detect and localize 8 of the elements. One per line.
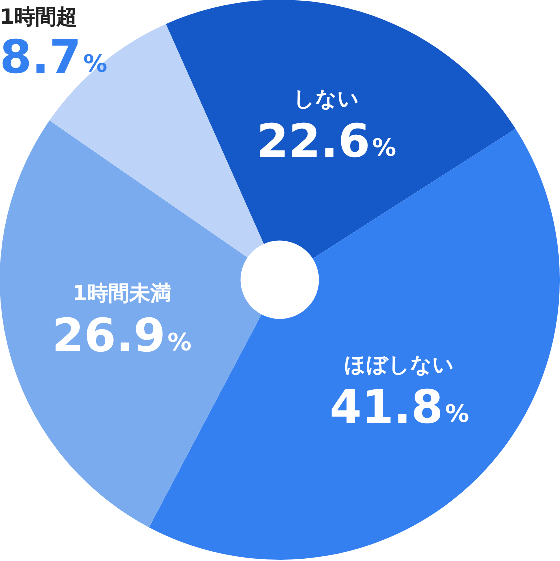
data-label: 22.6% (256, 114, 396, 168)
slice-label: 1時間未満 (72, 282, 172, 306)
slice-label: 1時間超 (0, 5, 78, 29)
slice-label: ほぼしない (344, 353, 455, 378)
data-label: 8.7% (0, 30, 108, 84)
data-label: 26.9% (52, 308, 192, 363)
slice-label: しない (294, 87, 360, 112)
data-label: 41.8% (330, 380, 470, 434)
